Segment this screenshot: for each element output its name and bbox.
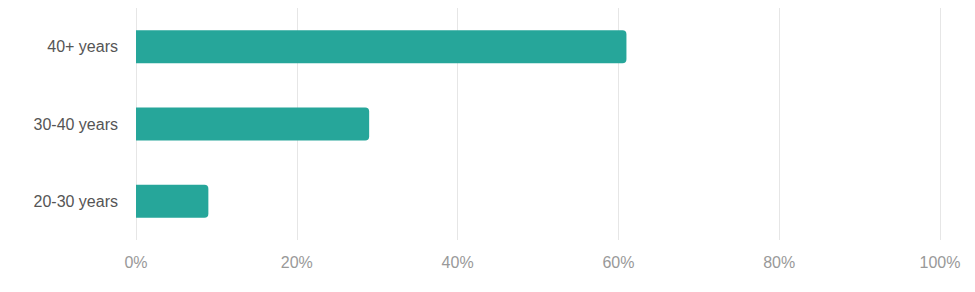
- svg-text:0%: 0%: [124, 254, 147, 271]
- svg-text:100%: 100%: [920, 254, 961, 271]
- svg-text:20-30 years: 20-30 years: [34, 193, 119, 210]
- svg-text:20%: 20%: [281, 254, 313, 271]
- svg-text:60%: 60%: [602, 254, 634, 271]
- svg-text:40+ years: 40+ years: [47, 38, 118, 55]
- svg-text:40%: 40%: [442, 254, 474, 271]
- svg-text:30-40 years: 30-40 years: [34, 116, 119, 133]
- svg-text:80%: 80%: [763, 254, 795, 271]
